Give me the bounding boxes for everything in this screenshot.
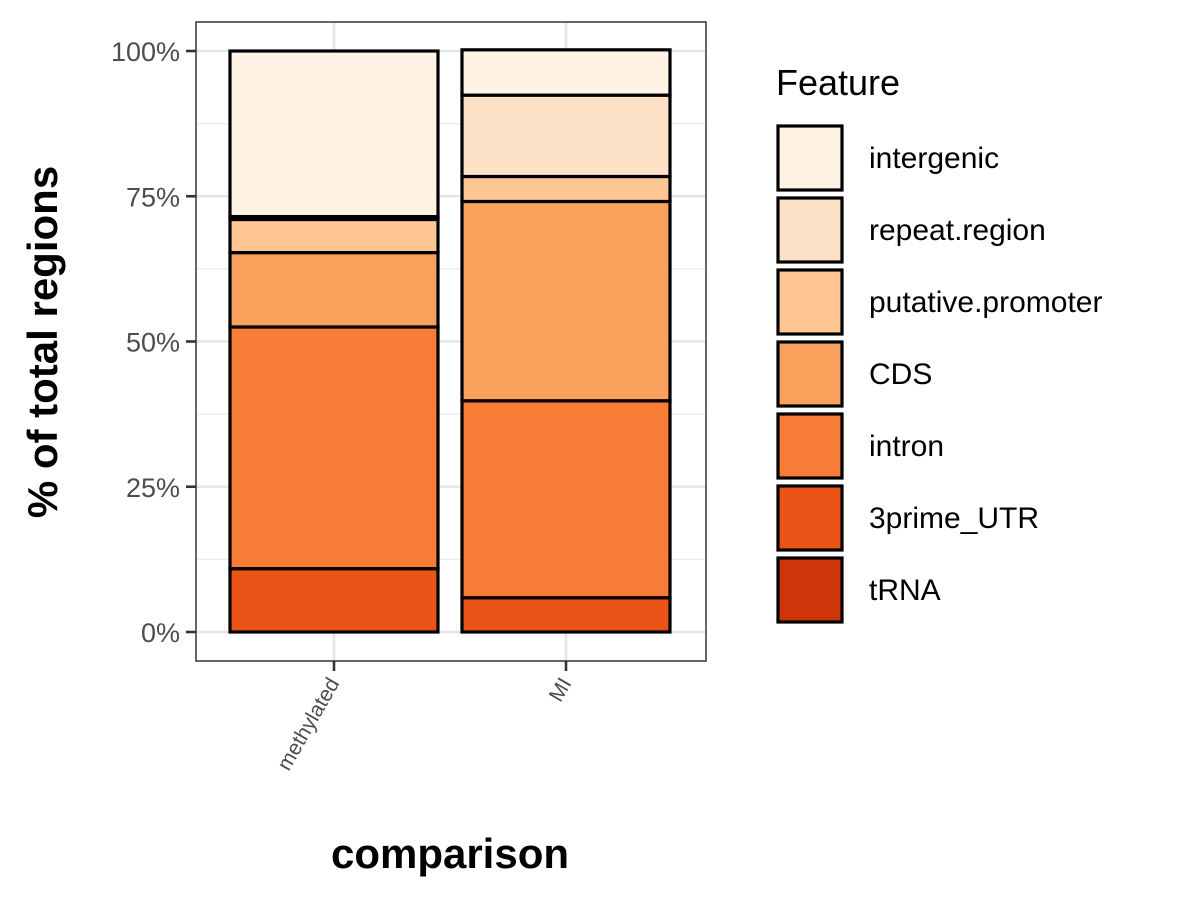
legend-key [776, 556, 844, 624]
legend-label: tRNA [869, 574, 941, 607]
y-tick-label: 75% [126, 182, 180, 212]
x-axis-title: comparison [331, 830, 569, 877]
x-tick-label: MI [545, 674, 577, 706]
legend-label: putative.promoter [869, 286, 1102, 319]
legend-label: intergenic [869, 142, 999, 175]
legend-key [776, 268, 844, 336]
bar-segment-cds [228, 251, 440, 329]
legend-key [776, 124, 844, 192]
bar-segment-intron [460, 399, 672, 600]
bar-segment-intergenic [228, 49, 440, 219]
bar-segment-intergenic [460, 48, 672, 97]
y-axis-title: % of total regions [19, 166, 66, 518]
legend-label: intron [869, 430, 944, 463]
x-tick-label: methylated [273, 674, 344, 774]
bar-segment-cds [460, 199, 672, 403]
bar-segment-3prime-utr [228, 567, 440, 634]
legend-title: Feature [776, 62, 900, 103]
bar-segment-putative-promoter [228, 217, 440, 255]
y-tick-label: 0% [141, 618, 180, 648]
legend-key [776, 340, 844, 408]
legend-label: CDS [869, 358, 932, 391]
legend-key [776, 412, 844, 480]
legend-label: repeat.region [869, 214, 1046, 247]
y-tick-label: 100% [111, 37, 180, 67]
bar-segment-intron [228, 325, 440, 571]
bar-segment-repeat-region [460, 93, 672, 179]
bar-segment-3prime-utr [460, 596, 672, 634]
legend-label: 3prime_UTR [869, 502, 1039, 535]
y-tick-label: 50% [126, 328, 180, 358]
bar-segment-putative-promoter [460, 174, 672, 204]
y-axis: 0% 25% 50% 75% 100% [111, 37, 196, 648]
legend-key [776, 484, 844, 552]
legend-key [776, 196, 844, 264]
x-axis: methylated MI [273, 661, 576, 774]
legend: Feature intergenic repeat.region putative.… [776, 62, 1102, 624]
bars [228, 48, 672, 634]
y-tick-label: 25% [126, 473, 180, 503]
